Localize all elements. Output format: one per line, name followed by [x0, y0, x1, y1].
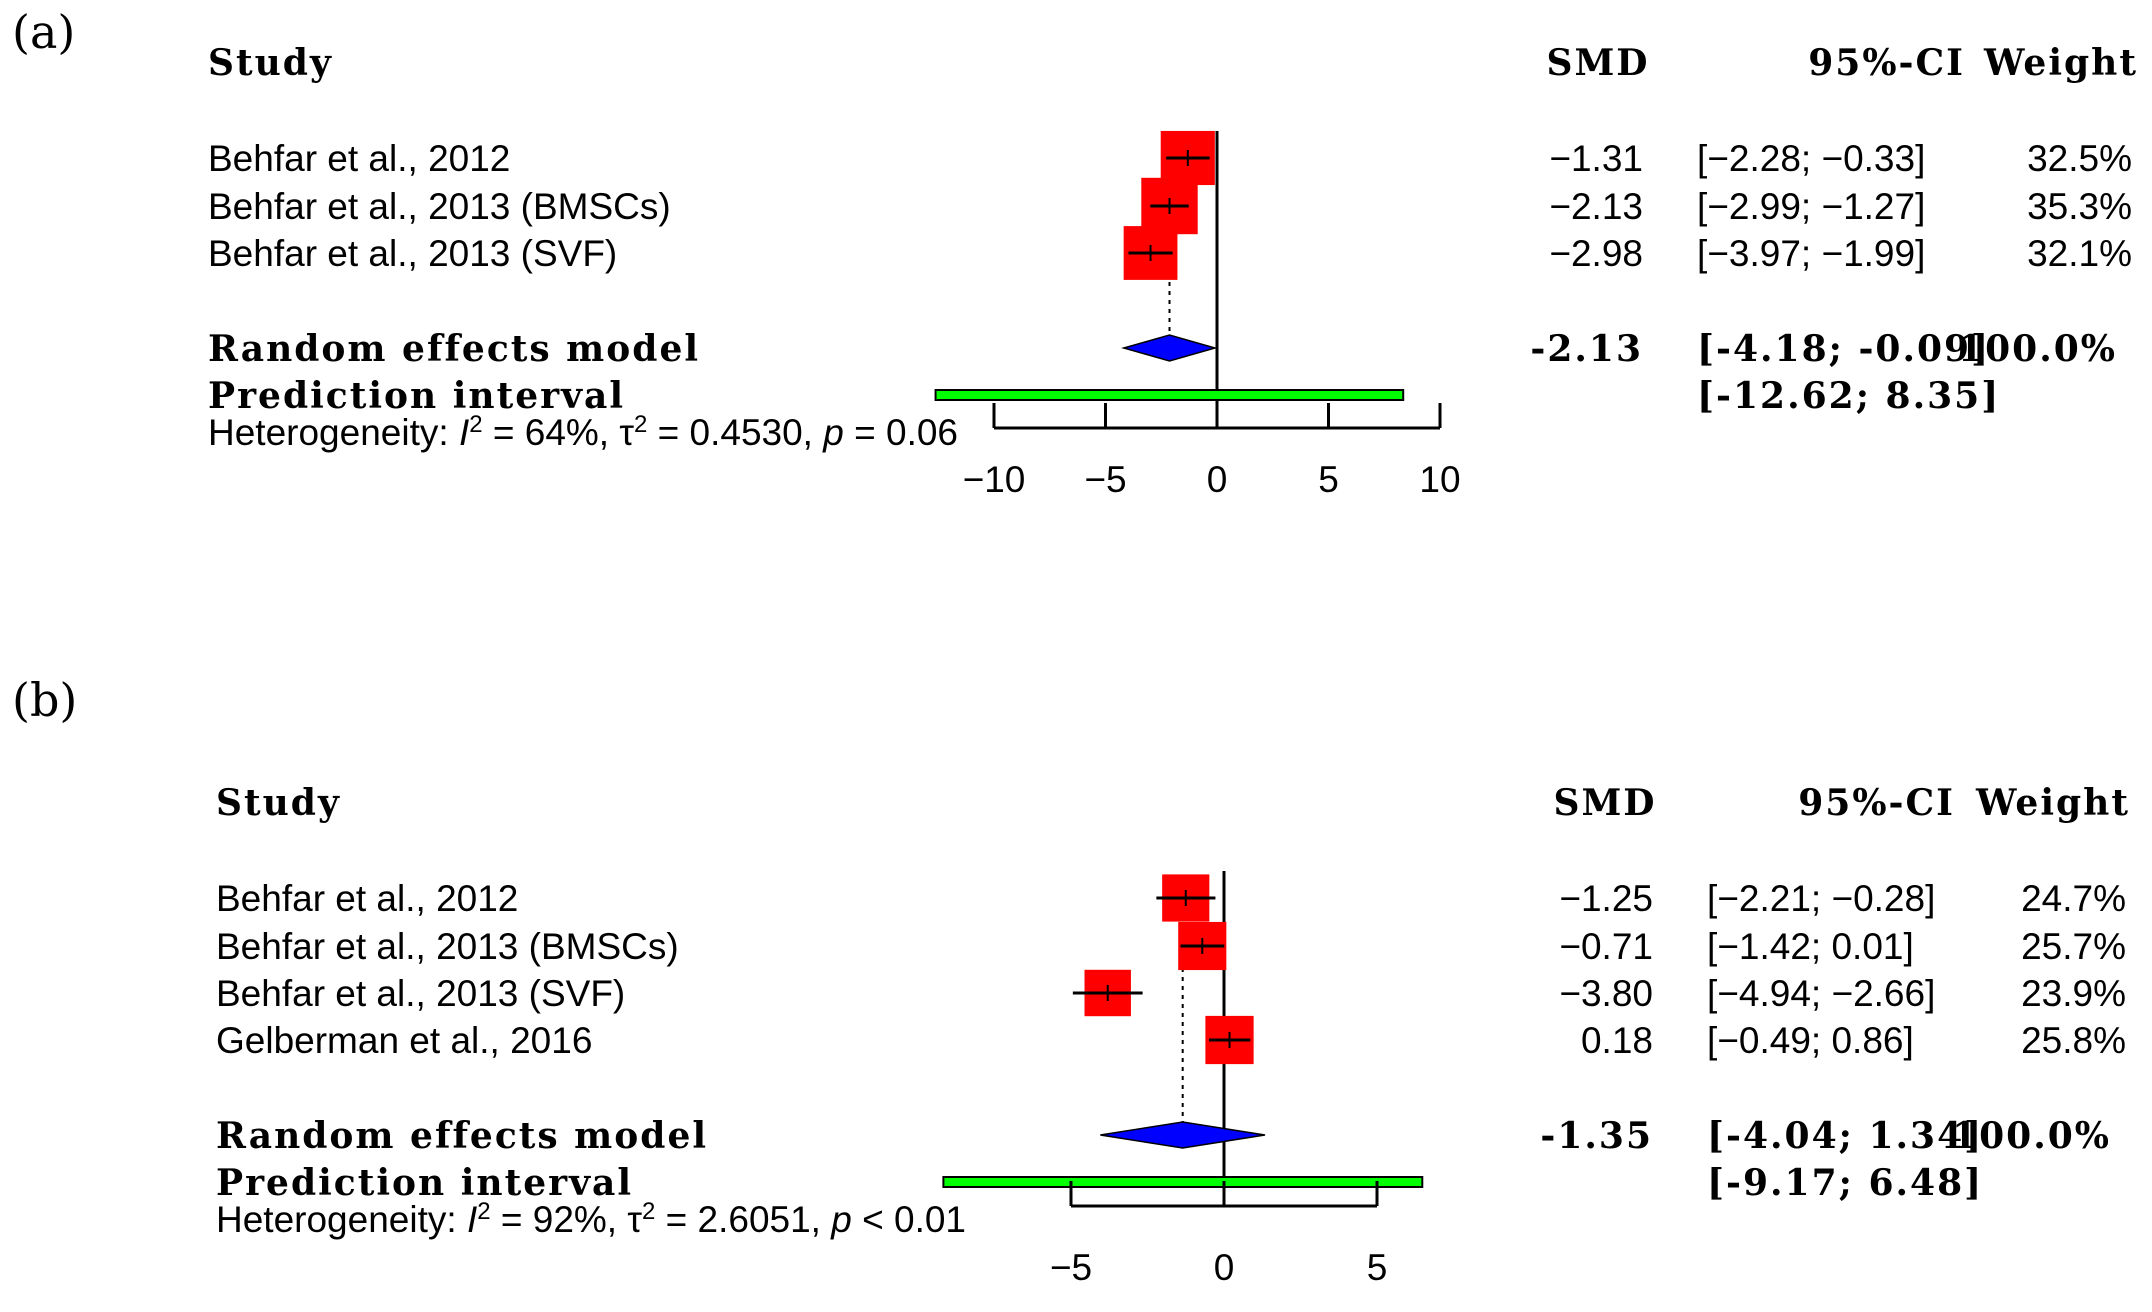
summary-ci: [-4.18; -0.09] [1697, 328, 1990, 370]
study-name: Behfar et al., 2013 (BMSCs) [216, 926, 679, 967]
tau-symbol: τ [619, 412, 634, 453]
heterogeneity-text: Heterogeneity: I2 = 64%, τ2 = 0.4530, p … [208, 411, 958, 454]
study-name: Behfar et al., 2012 [208, 138, 510, 179]
tau-value: = 2.6051, [655, 1199, 831, 1240]
header-ci: 95%-CI [1798, 782, 1955, 824]
study-row: Behfar et al., 2013 (SVF) −3.80 [−4.94; −2… [216, 969, 2126, 1017]
prediction-ci: [-12.62; 8.35] [1697, 375, 2000, 417]
study-smd: −1.25 [1559, 878, 1653, 919]
i2-superscript: 2 [477, 1198, 490, 1225]
header-smd: SMD [1553, 782, 1656, 824]
summary-label: Random effects model [216, 1115, 708, 1157]
x-tick-label: 5 [1367, 1247, 1388, 1288]
i2-value: = 64%, [483, 412, 620, 453]
study-weight: 35.3% [2027, 186, 2132, 227]
x-tick-label: 0 [1214, 1247, 1235, 1288]
tau-symbol: τ [627, 1199, 642, 1240]
tau-value: = 0.4530, [647, 412, 823, 453]
study-row: Gelberman et al., 2016 0.18 [−0.49; 0.86] 2… [216, 1015, 2126, 1065]
study-row: Behfar et al., 2013 (BMSCs) −0.71 [−1.42; … [216, 921, 2126, 971]
tau-superscript: 2 [634, 411, 647, 438]
study-name: Behfar et al., 2013 (BMSCs) [208, 186, 671, 227]
i2-superscript: 2 [469, 411, 482, 438]
summary-label: Random effects model [208, 328, 700, 370]
summary-weight: 100.0% [1958, 328, 2117, 370]
x-tick-label: 0 [1207, 459, 1228, 500]
forest-panel-a: (a) Study SMD 95%-CI Weight Behfar et al., 20… [12, 5, 2138, 500]
study-smd: 0.18 [1581, 1020, 1653, 1061]
tau-superscript: 2 [642, 1198, 655, 1225]
study-smd: −2.98 [1549, 233, 1643, 274]
summary-diamond [1100, 1121, 1266, 1149]
study-smd: −2.13 [1549, 186, 1643, 227]
p-value: < 0.01 [852, 1199, 966, 1240]
x-tick-label: −5 [1084, 459, 1126, 500]
study-ci: [−2.21; −0.28] [1707, 878, 1935, 919]
heterogeneity-text: Heterogeneity: I2 = 92%, τ2 = 2.6051, p … [216, 1198, 966, 1241]
study-ci: [−0.49; 0.86] [1707, 1020, 1914, 1061]
study-smd: −3.80 [1559, 973, 1653, 1014]
study-ci: [−4.94; −2.66] [1707, 973, 1935, 1014]
summary-smd: -2.13 [1530, 328, 1643, 370]
i2-symbol: I [459, 412, 469, 453]
i2-value: = 92%, [491, 1199, 628, 1240]
study-name: Behfar et al., 2013 (SVF) [208, 233, 617, 274]
study-weight: 32.1% [2027, 233, 2132, 274]
study-ci: [−1.42; 0.01] [1707, 926, 1914, 967]
header-ci: 95%-CI [1808, 42, 1965, 84]
study-row: Behfar et al., 2013 (BMSCs) −2.13 [−2.99; … [208, 177, 2132, 235]
x-tick-label: −10 [963, 459, 1026, 500]
header-smd: SMD [1546, 42, 1649, 84]
study-weight: 25.7% [2021, 926, 2126, 967]
x-tick-label: −5 [1050, 1247, 1092, 1288]
forest-panel-b: (b) Study SMD 95%-CI Weight Behfar et al., 20… [12, 673, 2130, 1288]
study-name: Gelberman et al., 2016 [216, 1020, 592, 1061]
p-symbol: p [822, 412, 844, 453]
prediction-label: Prediction interval [216, 1162, 633, 1204]
study-row: Behfar et al., 2013 (SVF) −2.98 [−3.97; −1… [208, 226, 2132, 280]
p-value: = 0.06 [844, 412, 958, 453]
summary-weight: 100.0% [1952, 1115, 2111, 1157]
i2-symbol: I [467, 1199, 477, 1240]
study-row: Behfar et al., 2012 −1.25 [−2.21; −0.28] 24… [216, 874, 2126, 922]
study-name: Behfar et al., 2013 (SVF) [216, 973, 625, 1014]
study-row: Behfar et al., 2012 −1.31 [−2.28; −0.33] 32… [208, 130, 2132, 186]
x-tick-label: 5 [1318, 459, 1339, 500]
x-tick-label: 10 [1419, 459, 1460, 500]
panel-label: (a) [12, 5, 75, 59]
study-ci: [−2.28; −0.33] [1697, 138, 1925, 179]
heterogeneity-prefix: Heterogeneity: [216, 1199, 467, 1240]
heterogeneity-prefix: Heterogeneity: [208, 412, 459, 453]
header-weight: Weight [1975, 782, 2130, 824]
prediction-label: Prediction interval [208, 375, 625, 417]
study-ci: [−2.99; −1.27] [1697, 186, 1925, 227]
p-symbol: p [830, 1199, 852, 1240]
prediction-interval-bar [942, 1176, 1424, 1188]
study-weight: 24.7% [2021, 878, 2126, 919]
study-ci: [−3.97; −1.99] [1697, 233, 1925, 274]
study-smd: −1.31 [1549, 138, 1643, 179]
summary-ci: [-4.04; 1.34] [1707, 1115, 1983, 1157]
study-weight: 32.5% [2027, 138, 2132, 179]
study-smd: −0.71 [1559, 926, 1653, 967]
panel-label: (b) [12, 673, 77, 727]
study-name: Behfar et al., 2012 [216, 878, 518, 919]
summary-diamond [1121, 334, 1218, 362]
prediction-ci: [-9.17; 6.48] [1707, 1162, 1983, 1204]
prediction-interval-bar [934, 389, 1405, 401]
study-weight: 25.8% [2021, 1020, 2126, 1061]
header-study: Study [208, 42, 333, 84]
header-study: Study [216, 782, 341, 824]
study-weight: 23.9% [2021, 973, 2126, 1014]
summary-smd: -1.35 [1540, 1115, 1653, 1157]
header-weight: Weight [1983, 42, 2138, 84]
